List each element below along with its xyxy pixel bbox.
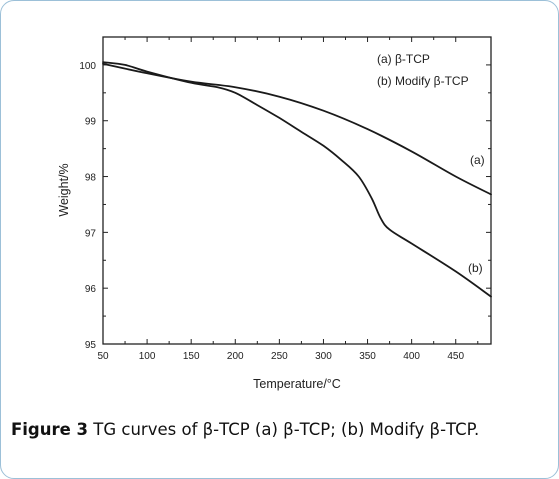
plot-area [102,36,492,345]
x-tick-label: 200 [227,351,244,362]
y-tick-label: 97 [85,228,97,239]
x-tick-label: 300 [315,351,332,362]
curve-label-b: (b) [468,261,483,275]
x-axis-title: Temperature/°C [253,377,341,391]
curve-label-a: (a) [470,153,485,167]
x-tick-label: 250 [271,351,288,362]
legend-entry-a: (a) β-TCP [377,52,430,66]
y-tick-label: 99 [85,117,97,128]
figure-caption: Figure 3 TG curves of β-TCP (a) β-TCP; (… [11,420,479,439]
x-tick-label: 400 [403,351,420,362]
x-tick-label: 350 [359,351,376,362]
y-axis-title: Weight/% [57,163,71,216]
x-tick-label: 50 [97,351,109,362]
legend-entry-b: (b) Modify β-TCP [377,74,469,88]
curves [102,61,492,298]
y-tick-label: 95 [85,340,97,351]
y-tick-label: 98 [85,173,97,184]
y-tick-label: 100 [79,61,96,72]
caption-text: TG curves of β-TCP (a) β-TCP; (b) Modify… [88,420,480,439]
x-tick-label: 150 [183,351,200,362]
x-tick-label: 100 [139,351,156,362]
x-tick-label: 450 [447,351,464,362]
tg-chart: 50 100 150 200 250 300 350 400 4509596979899100 … [57,36,492,391]
y-tick-label: 96 [85,284,97,295]
caption-label: Figure 3 [11,420,89,439]
axis-ticks: 50 100 150 200 250 300 350 400 450 95 96 97 98 99 100 [79,36,491,362]
series-line-b [102,61,492,298]
